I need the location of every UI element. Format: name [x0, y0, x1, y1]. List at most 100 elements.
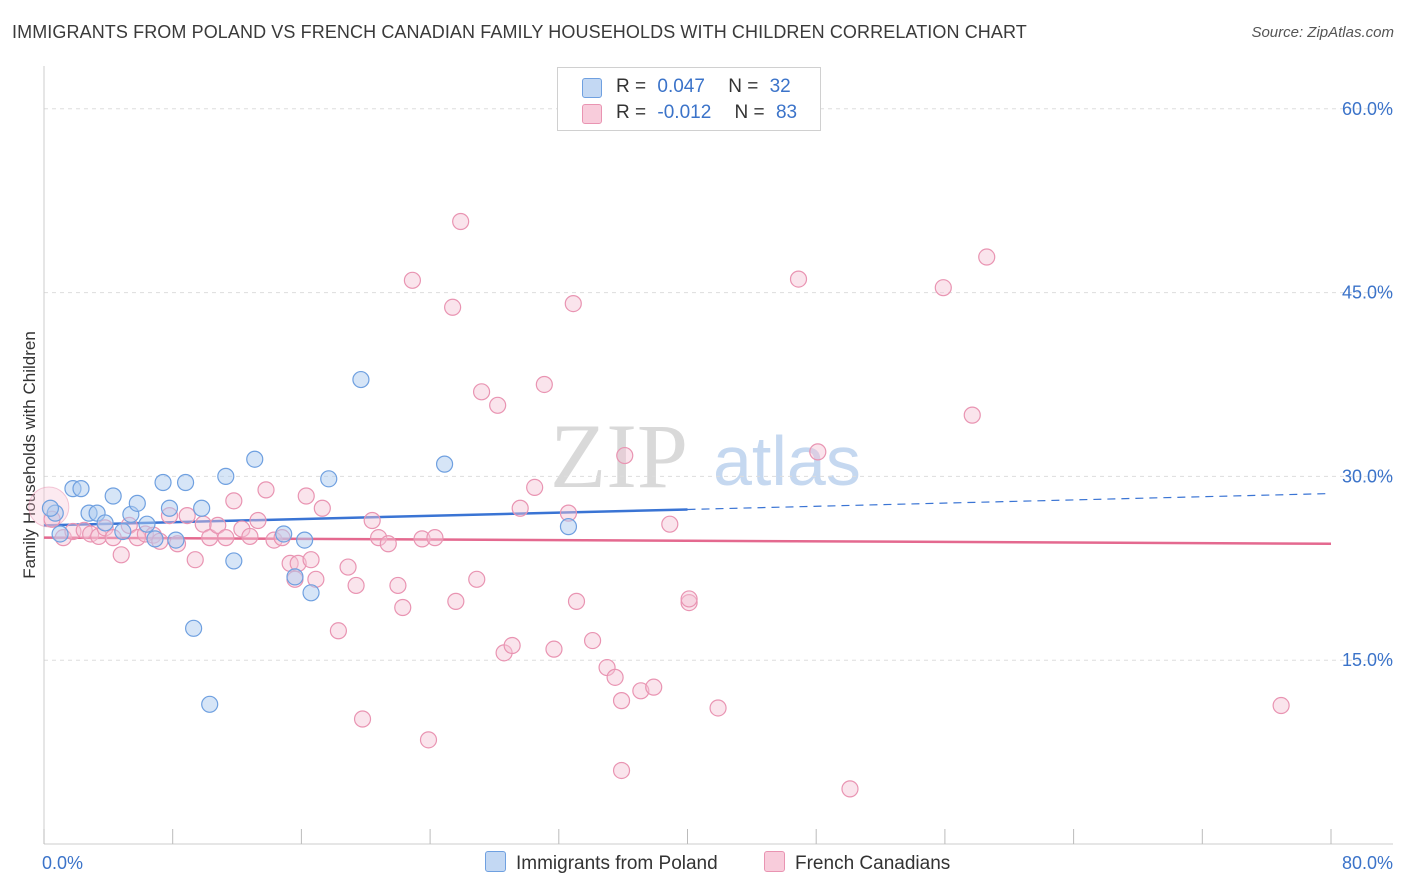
french-point-78	[841, 780, 859, 798]
poland-point-19	[201, 695, 219, 713]
y-tick-label-2: 45.0%	[1342, 283, 1393, 303]
french-point-72	[661, 515, 679, 533]
french-point-79	[934, 279, 952, 297]
french-point-33	[302, 551, 320, 569]
legend-label-poland: Immigrants from Poland	[516, 853, 718, 874]
n-value-poland: 32	[769, 76, 791, 97]
french-point-20	[209, 516, 227, 534]
poland-point-11	[138, 515, 156, 533]
r-label: R =	[616, 102, 647, 123]
poland-point-17	[185, 619, 203, 637]
poland-point-14	[160, 499, 179, 517]
french-point-51	[452, 212, 470, 231]
french-point-17	[186, 551, 204, 569]
french-point-8	[112, 546, 130, 564]
french-point-44	[394, 598, 412, 617]
correlation-legend: R = 0.047 N = 32 R = -0.012 N = 83	[557, 67, 821, 131]
french-point-24	[241, 527, 259, 546]
french-point-75	[709, 699, 727, 717]
poland-point-15	[167, 531, 185, 549]
french-point-67	[612, 692, 631, 710]
french-point-56	[503, 636, 521, 655]
grid-lines	[44, 108, 1393, 661]
x-tick-label-1: 80.0%	[1342, 853, 1393, 873]
poland-point-10	[128, 494, 146, 512]
french-point-62	[564, 295, 582, 313]
poland-swatch	[582, 78, 602, 98]
french-point-21	[217, 529, 235, 547]
poland-swatch	[485, 851, 506, 872]
source-credit: Source: ZipAtlas.com	[1251, 24, 1394, 41]
french-point-22	[225, 492, 243, 510]
french-point-82	[1272, 696, 1290, 715]
french-point-59	[535, 375, 553, 394]
y-tick-label-1: 30.0%	[1342, 466, 1393, 486]
poland-point-30	[559, 518, 578, 536]
french-point-48	[426, 529, 444, 547]
french-point-81	[978, 248, 996, 266]
legend-label-french: French Canadians	[795, 853, 951, 874]
french-point-46	[413, 530, 431, 548]
poland-point-29	[435, 455, 454, 473]
french-point-26	[257, 481, 275, 499]
french-point-64	[583, 631, 602, 650]
poland-point-28	[352, 370, 370, 389]
series-immigrants-from-poland	[41, 370, 578, 713]
poland-point-3	[72, 480, 90, 498]
x-tick-label-0: 0.0%	[42, 853, 83, 873]
poland-point-7	[104, 487, 122, 505]
poland-point-8	[114, 522, 132, 541]
french-point-47	[419, 731, 438, 749]
french-point-76	[789, 270, 808, 288]
poland-point-12	[146, 530, 164, 548]
french-point-38	[347, 576, 365, 595]
poland-point-24	[286, 568, 304, 586]
french-point-36	[329, 622, 348, 640]
french-point-40	[363, 511, 381, 530]
french-point-80	[963, 406, 981, 424]
poland-point-23	[275, 525, 293, 543]
poland-point-31	[41, 499, 60, 517]
poland-point-1	[51, 525, 69, 543]
french-point-16	[178, 506, 196, 525]
french-point-73	[680, 593, 698, 612]
french-point-57	[511, 499, 529, 517]
n-value-french: 83	[775, 102, 798, 123]
french-point-52	[468, 570, 486, 588]
r-label: R =	[616, 76, 647, 97]
watermark: ZIP atlas	[550, 405, 861, 507]
n-label: N =	[734, 102, 765, 123]
french-point-25	[249, 511, 267, 530]
poland-point-21	[225, 552, 243, 570]
french-point-50	[447, 592, 465, 610]
legend-item-french: French Canadians	[764, 851, 950, 875]
french-point-71	[645, 678, 663, 696]
poland-point-26	[302, 584, 320, 602]
french-point-66	[606, 668, 624, 686]
french-point-39	[353, 710, 372, 728]
axes	[43, 66, 1393, 845]
french-point-77	[809, 443, 827, 461]
french-point-42	[379, 535, 397, 553]
y-tick-label-0: 15.0%	[1342, 650, 1393, 670]
poland-trend-dashed	[687, 492, 1332, 511]
legend-row-french-text: R = -0.012 N = 83	[616, 102, 797, 124]
french-point-69	[616, 446, 634, 465]
n-label: N =	[728, 76, 759, 97]
watermark-atlas: atlas	[713, 422, 861, 500]
french-point-70	[632, 682, 650, 700]
tick-labels: 15.0% 30.0% 45.0% 60.0% 0.0% 80.0%	[42, 99, 1393, 873]
poland-point-25	[296, 531, 314, 549]
french-point-54	[489, 396, 507, 414]
french-point-49	[444, 298, 462, 316]
french-point-68	[612, 761, 631, 780]
french-point-45	[403, 271, 422, 289]
y-tick-label-3: 60.0%	[1342, 99, 1393, 119]
poland-point-16	[176, 473, 195, 492]
french-point-32	[297, 487, 315, 505]
r-value-poland: 0.047	[657, 76, 705, 97]
poland-point-27	[320, 470, 338, 488]
french-point-74	[680, 590, 698, 608]
poland-point-13	[154, 473, 172, 492]
